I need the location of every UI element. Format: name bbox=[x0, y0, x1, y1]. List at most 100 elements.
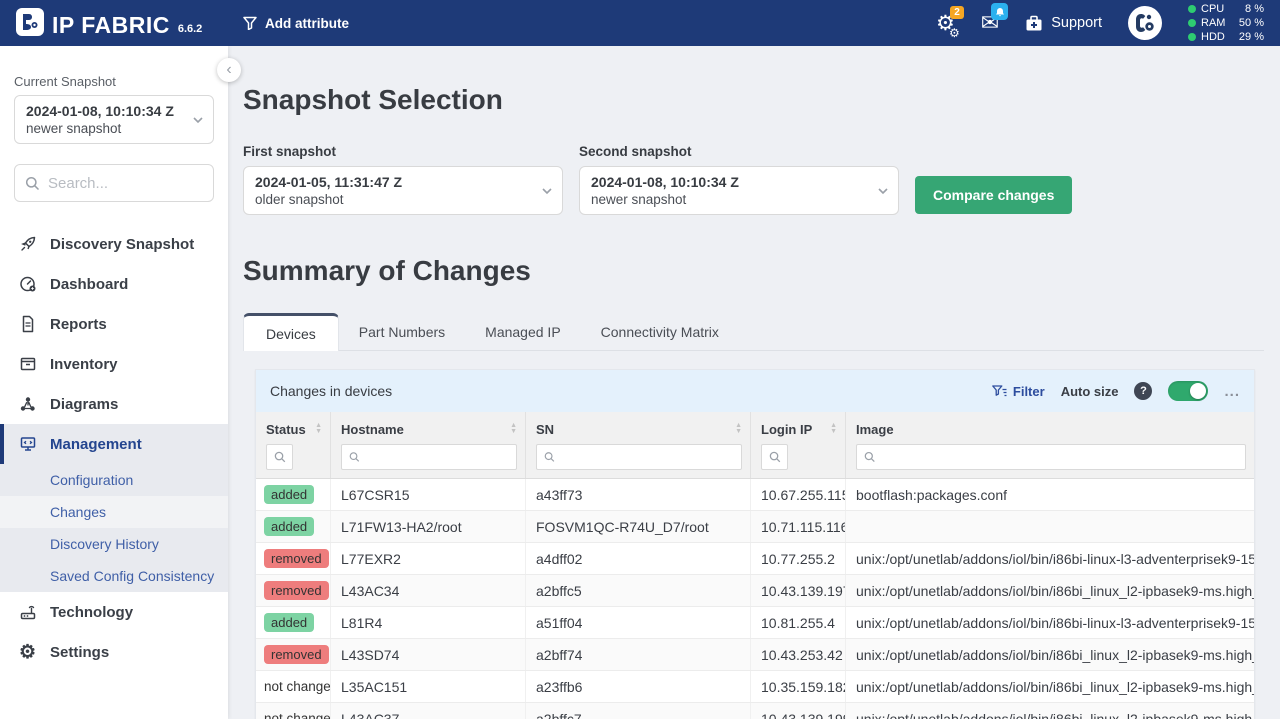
column-header-login-ip[interactable]: Login IP ▲▼ bbox=[751, 412, 846, 478]
logo-text: IP FABRIC bbox=[52, 12, 170, 38]
column-header-image[interactable]: Image bbox=[846, 412, 1254, 478]
sidebar-item-management[interactable]: Management bbox=[0, 424, 228, 464]
dashboard-icon bbox=[18, 275, 37, 293]
table-body: added L67CSR15 a43ff73 10.67.255.115 boo… bbox=[256, 479, 1254, 719]
table-row[interactable]: not changed L43AC37 a2bffc7 10.43.139.19… bbox=[256, 703, 1254, 719]
sn-cell: a51ff04 bbox=[526, 607, 751, 638]
hostname-cell: L43AC37 bbox=[331, 703, 526, 719]
support-button[interactable]: Support bbox=[1025, 15, 1102, 32]
main-content: Snapshot Selection First snapshot 2024-0… bbox=[228, 46, 1280, 719]
table-row[interactable]: not changed L35AC151 a23ffb6 10.35.159.1… bbox=[256, 671, 1254, 703]
second-snapshot-select[interactable]: 2024-01-08, 10:10:34 Z newer snapshot bbox=[579, 166, 899, 215]
image-filter-input[interactable] bbox=[880, 450, 1238, 464]
tab-connectivity-matrix[interactable]: Connectivity Matrix bbox=[581, 314, 739, 350]
login-ip-cell: 10.35.159.182 bbox=[751, 671, 846, 702]
image-cell: unix:/opt/unetlab/addons/iol/bin/i86bi_l… bbox=[846, 703, 1254, 719]
sort-icon[interactable]: ▲▼ bbox=[735, 423, 742, 435]
tab-part-numbers[interactable]: Part Numbers bbox=[339, 314, 465, 350]
sidebar-item-settings[interactable]: ⚙ Settings bbox=[0, 632, 228, 672]
table-row[interactable]: added L81R4 a51ff04 10.81.255.4 unix:/op… bbox=[256, 607, 1254, 639]
sidebar-item-diagrams[interactable]: Diagrams bbox=[0, 384, 228, 424]
table-row[interactable]: removed L43SD74 a2bff74 10.43.253.42 uni… bbox=[256, 639, 1254, 671]
table-row[interactable]: added L67CSR15 a43ff73 10.67.255.115 boo… bbox=[256, 479, 1254, 511]
tab-devices[interactable]: Devices bbox=[243, 313, 339, 351]
hostname-cell: L81R4 bbox=[331, 607, 526, 638]
messages-button[interactable]: ✉ bbox=[981, 12, 999, 34]
page-title: Snapshot Selection bbox=[243, 84, 1280, 116]
hostname-cell: L43SD74 bbox=[331, 639, 526, 670]
status-badge: removed bbox=[264, 549, 329, 568]
sn-filter-input[interactable] bbox=[560, 450, 734, 464]
table-row[interactable]: added L71FW13-HA2/root FOSVM1QC-R74U_D7/… bbox=[256, 511, 1254, 543]
chevron-down-icon bbox=[541, 186, 553, 196]
tab-managed-ip[interactable]: Managed IP bbox=[465, 314, 581, 350]
second-snapshot-label: Second snapshot bbox=[579, 144, 899, 159]
cpu-status-dot bbox=[1188, 5, 1196, 13]
add-attribute-button[interactable]: Add attribute bbox=[243, 16, 349, 31]
integrations-button[interactable]: ⚙ ⚙ 2 bbox=[936, 13, 955, 34]
column-header-hostname[interactable]: Hostname ▲▼ bbox=[331, 412, 526, 478]
current-snapshot-select[interactable]: 2024-01-08, 10:10:34 Z newer snapshot bbox=[14, 95, 214, 144]
sidebar-item-configuration[interactable]: Configuration bbox=[0, 464, 228, 496]
sidebar-item-inventory[interactable]: Inventory bbox=[0, 344, 228, 384]
hostname-cell: L43AC34 bbox=[331, 575, 526, 606]
bell-badge-icon bbox=[991, 3, 1008, 20]
sidebar-item-discovery-snapshot[interactable]: Discovery Snapshot bbox=[0, 224, 228, 264]
sn-cell: a4dff02 bbox=[526, 543, 751, 574]
image-filter bbox=[856, 444, 1246, 470]
sidebar-item-changes[interactable]: Changes bbox=[0, 496, 228, 528]
inventory-icon bbox=[18, 355, 37, 373]
user-avatar[interactable] bbox=[1128, 6, 1162, 40]
column-header-status[interactable]: Status ▲▼ bbox=[256, 412, 331, 478]
gear-icon: ⚙ bbox=[18, 643, 37, 662]
compare-changes-button[interactable]: Compare changes bbox=[915, 176, 1072, 214]
autosize-toggle[interactable] bbox=[1168, 381, 1208, 401]
column-header-sn[interactable]: SN ▲▼ bbox=[526, 412, 751, 478]
ram-status-dot bbox=[1188, 19, 1196, 27]
status-badge: removed bbox=[264, 645, 329, 664]
status-badge: not changed bbox=[264, 677, 331, 696]
report-icon bbox=[18, 315, 37, 333]
first-snapshot-select[interactable]: 2024-01-05, 11:31:47 Z older snapshot bbox=[243, 166, 563, 215]
sort-icon[interactable]: ▲▼ bbox=[315, 423, 322, 435]
cpu-stat: CPU 8 % bbox=[1188, 2, 1264, 16]
sidebar-item-saved-config-consistency[interactable]: Saved Config Consistency bbox=[0, 560, 228, 592]
app-logo[interactable]: IP FABRIC 6.6.2 bbox=[0, 8, 228, 38]
login-ip-cell: 10.67.255.115 bbox=[751, 479, 846, 510]
status-filter-button[interactable] bbox=[266, 444, 293, 470]
sidebar-item-discovery-history[interactable]: Discovery History bbox=[0, 528, 228, 560]
sidebar-item-technology[interactable]: Technology bbox=[0, 592, 228, 632]
sort-icon[interactable]: ▲▼ bbox=[510, 423, 517, 435]
login-ip-cell: 10.43.139.197 bbox=[751, 575, 846, 606]
table-row[interactable]: removed L43AC34 a2bffc5 10.43.139.197 un… bbox=[256, 575, 1254, 607]
funnel-icon bbox=[243, 16, 257, 30]
login-ip-cell: 10.43.139.199 bbox=[751, 703, 846, 719]
search-icon bbox=[25, 176, 40, 191]
chevron-down-icon bbox=[192, 115, 204, 125]
table-row[interactable]: removed L77EXR2 a4dff02 10.77.255.2 unix… bbox=[256, 543, 1254, 575]
table-title: Changes in devices bbox=[270, 383, 392, 399]
sn-cell: a43ff73 bbox=[526, 479, 751, 510]
sidebar-item-dashboard[interactable]: Dashboard bbox=[0, 264, 228, 304]
image-cell: bootflash:packages.conf bbox=[846, 479, 1254, 510]
filter-button[interactable]: Filter bbox=[992, 384, 1045, 399]
more-options-button[interactable]: ... bbox=[1224, 383, 1240, 400]
rocket-icon bbox=[18, 235, 37, 253]
sn-cell: a2bff74 bbox=[526, 639, 751, 670]
status-badge: added bbox=[264, 517, 314, 536]
sn-filter bbox=[536, 444, 742, 470]
sort-icon[interactable]: ▲▼ bbox=[830, 423, 837, 435]
hostname-filter-input[interactable] bbox=[365, 450, 509, 464]
login-ip-filter-button[interactable] bbox=[761, 444, 788, 470]
search-input[interactable] bbox=[48, 175, 203, 192]
login-ip-cell: 10.43.253.42 bbox=[751, 639, 846, 670]
system-stats: CPU 8 % RAM 50 % HDD 29 % bbox=[1188, 2, 1268, 44]
image-cell: unix:/opt/unetlab/addons/iol/bin/i86bi-l… bbox=[846, 543, 1254, 574]
sidebar-item-reports[interactable]: Reports bbox=[0, 304, 228, 344]
sidebar-collapse-button[interactable]: ‹ bbox=[217, 58, 241, 82]
hostname-cell: L71FW13-HA2/root bbox=[331, 511, 526, 542]
sidebar-nav: Discovery Snapshot Dashboard Reports Inv… bbox=[0, 224, 228, 672]
summary-tabs: Devices Part Numbers Managed IP Connecti… bbox=[243, 313, 1264, 351]
help-icon[interactable]: ? bbox=[1134, 382, 1152, 400]
filter-funnel-icon bbox=[992, 385, 1007, 398]
